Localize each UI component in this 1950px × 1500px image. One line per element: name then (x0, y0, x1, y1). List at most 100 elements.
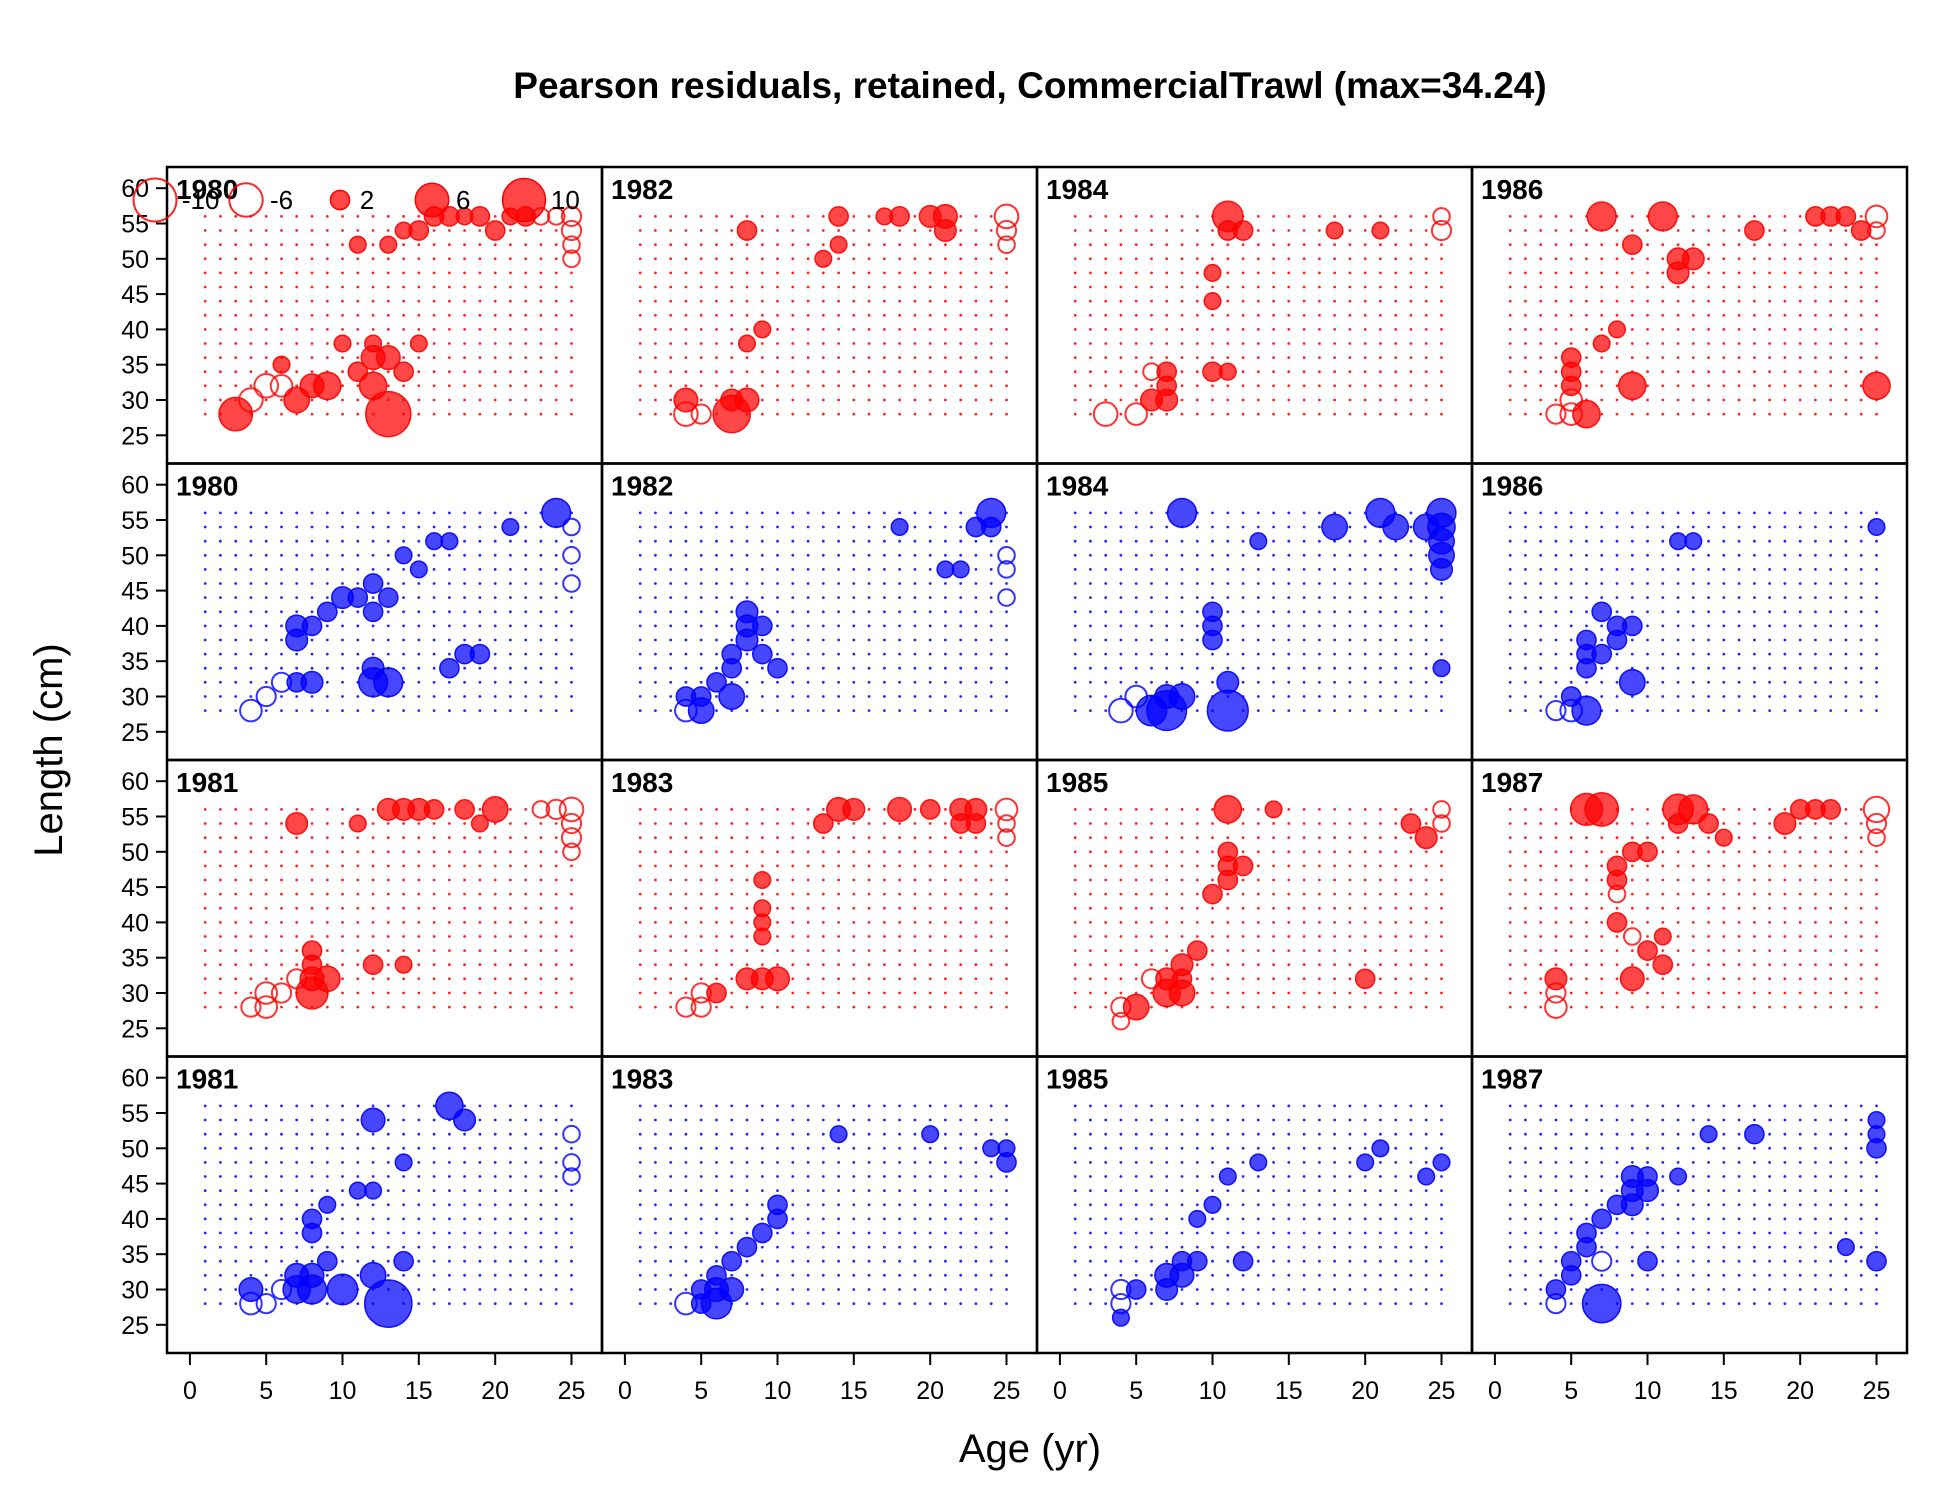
residual-dot (1814, 963, 1817, 967)
residual-dot (295, 1175, 299, 1178)
residual-dot (1318, 610, 1321, 614)
residual-dot (760, 370, 764, 374)
residual-dot (776, 525, 779, 529)
residual-dot (1829, 553, 1833, 557)
residual-dot (432, 652, 436, 656)
residual-dot (1089, 695, 1092, 698)
residual-dot (402, 215, 405, 218)
residual-dot (463, 1245, 466, 1249)
residual-dot (1318, 906, 1321, 910)
residual-dot (280, 568, 283, 571)
residual-dot (1707, 991, 1710, 995)
residual-dot (570, 610, 573, 614)
residual-dot (837, 370, 840, 374)
residual-dot (402, 1118, 405, 1122)
residual-dot (1814, 822, 1817, 825)
residual-dot (1272, 1005, 1275, 1009)
residual-dot (203, 1146, 207, 1150)
residual-dot (203, 299, 207, 303)
residual-dot (1615, 243, 1619, 247)
residual-dot (371, 215, 375, 218)
residual-dot (234, 229, 238, 232)
residual-dot (264, 878, 268, 882)
residual-bubble (362, 601, 384, 623)
residual-dot (638, 568, 642, 571)
residual-dot (1585, 539, 1588, 543)
residual-dot (928, 271, 932, 275)
residual-dot (852, 525, 856, 529)
residual-dot (1768, 257, 1771, 261)
residual-dot (264, 539, 268, 543)
residual-dot (1691, 229, 1695, 232)
residual-dot (1226, 412, 1230, 416)
residual-bubble (829, 235, 848, 254)
residual-dot (1829, 709, 1833, 712)
residual-dot (1630, 342, 1634, 345)
residual-dot (417, 878, 421, 882)
residual-dot (554, 1146, 558, 1150)
residual-dot (898, 977, 901, 981)
residual-dot (1119, 342, 1123, 345)
residual-bubble (1606, 855, 1628, 877)
residual-dot (898, 398, 901, 402)
residual-dot (219, 1259, 222, 1263)
residual-dot (386, 285, 390, 289)
residual-dot (1600, 539, 1604, 543)
residual-dot (1783, 935, 1787, 938)
residual-dot (1195, 906, 1199, 910)
residual-dot (1524, 666, 1527, 670)
residual-dot (356, 1217, 360, 1221)
residual-dot (1524, 836, 1527, 840)
residual-dot (249, 1189, 253, 1192)
residual-dot (1409, 215, 1413, 218)
residual-dot (1195, 342, 1199, 345)
residual-dot (1783, 850, 1787, 854)
residual-dot (699, 1175, 703, 1178)
residual-dot (524, 1146, 528, 1150)
residual-dot (1646, 328, 1649, 331)
residual-dot (944, 822, 947, 825)
residual-dot (554, 553, 558, 557)
residual-dot (1569, 666, 1573, 670)
residual-dot (1318, 892, 1321, 896)
residual-dot (837, 680, 840, 684)
residual-dot (928, 921, 932, 924)
residual-dot (1104, 638, 1108, 642)
residual-dot (264, 285, 268, 289)
residual-dot (1524, 850, 1527, 854)
residual-dot (1600, 257, 1604, 261)
residual-dot (821, 511, 825, 515)
residual-dot (1875, 963, 1878, 967)
residual-dot (760, 991, 764, 995)
residual-dot (1363, 271, 1367, 275)
residual-dot (1333, 285, 1336, 289)
residual-dot (280, 342, 283, 345)
residual-dot (913, 906, 917, 910)
residual-dot (295, 1189, 299, 1192)
residual-dot (1195, 638, 1199, 642)
residual-bubble (919, 799, 941, 820)
residual-dot (928, 568, 932, 571)
residual-dot (249, 1104, 253, 1108)
residual-bubble (301, 615, 323, 637)
residual-bubble (1618, 668, 1646, 696)
residual-dot (1440, 652, 1443, 656)
residual-dot (371, 539, 375, 543)
residual-bubble (814, 249, 833, 268)
residual-dot (669, 1005, 673, 1009)
residual-bubble (453, 1108, 477, 1132)
residual-dot (745, 553, 749, 557)
residual-dot (1661, 709, 1665, 712)
residual-dot (539, 1245, 543, 1249)
residual-dot (463, 257, 466, 261)
residual-dot (1256, 822, 1260, 825)
residual-dot (280, 243, 283, 247)
residual-dot (837, 921, 840, 924)
panel-female-1982 (638, 203, 1020, 434)
residual-dot (638, 808, 642, 811)
residual-dot (280, 906, 283, 910)
residual-dot (1829, 328, 1833, 331)
residual-dot (1676, 582, 1680, 585)
residual-dot (1630, 356, 1634, 359)
residual-dot (1753, 638, 1756, 642)
